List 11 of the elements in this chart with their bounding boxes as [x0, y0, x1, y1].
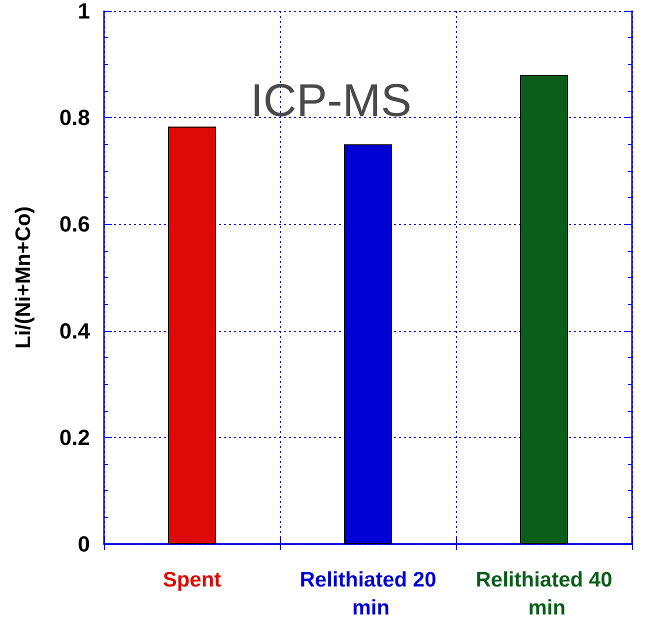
annotation: ICP-MS [250, 74, 412, 126]
y-tick-label: 1 [78, 0, 90, 24]
y-tick-label: 0.6 [59, 212, 90, 237]
y-tick-label: 0.2 [59, 424, 90, 450]
x-tick-label: Spent [162, 568, 222, 592]
y-tick-label: 0.4 [59, 318, 91, 344]
x-tick-label: Relithiated 20 min [300, 568, 436, 620]
y-axis-title: Li/(Ni+Mn+Co) [12, 206, 35, 349]
y-tick-label: 0.8 [59, 105, 90, 130]
y-tick-label: 0 [78, 532, 90, 556]
x-tick-label: Relithiated 40 min [476, 568, 612, 620]
